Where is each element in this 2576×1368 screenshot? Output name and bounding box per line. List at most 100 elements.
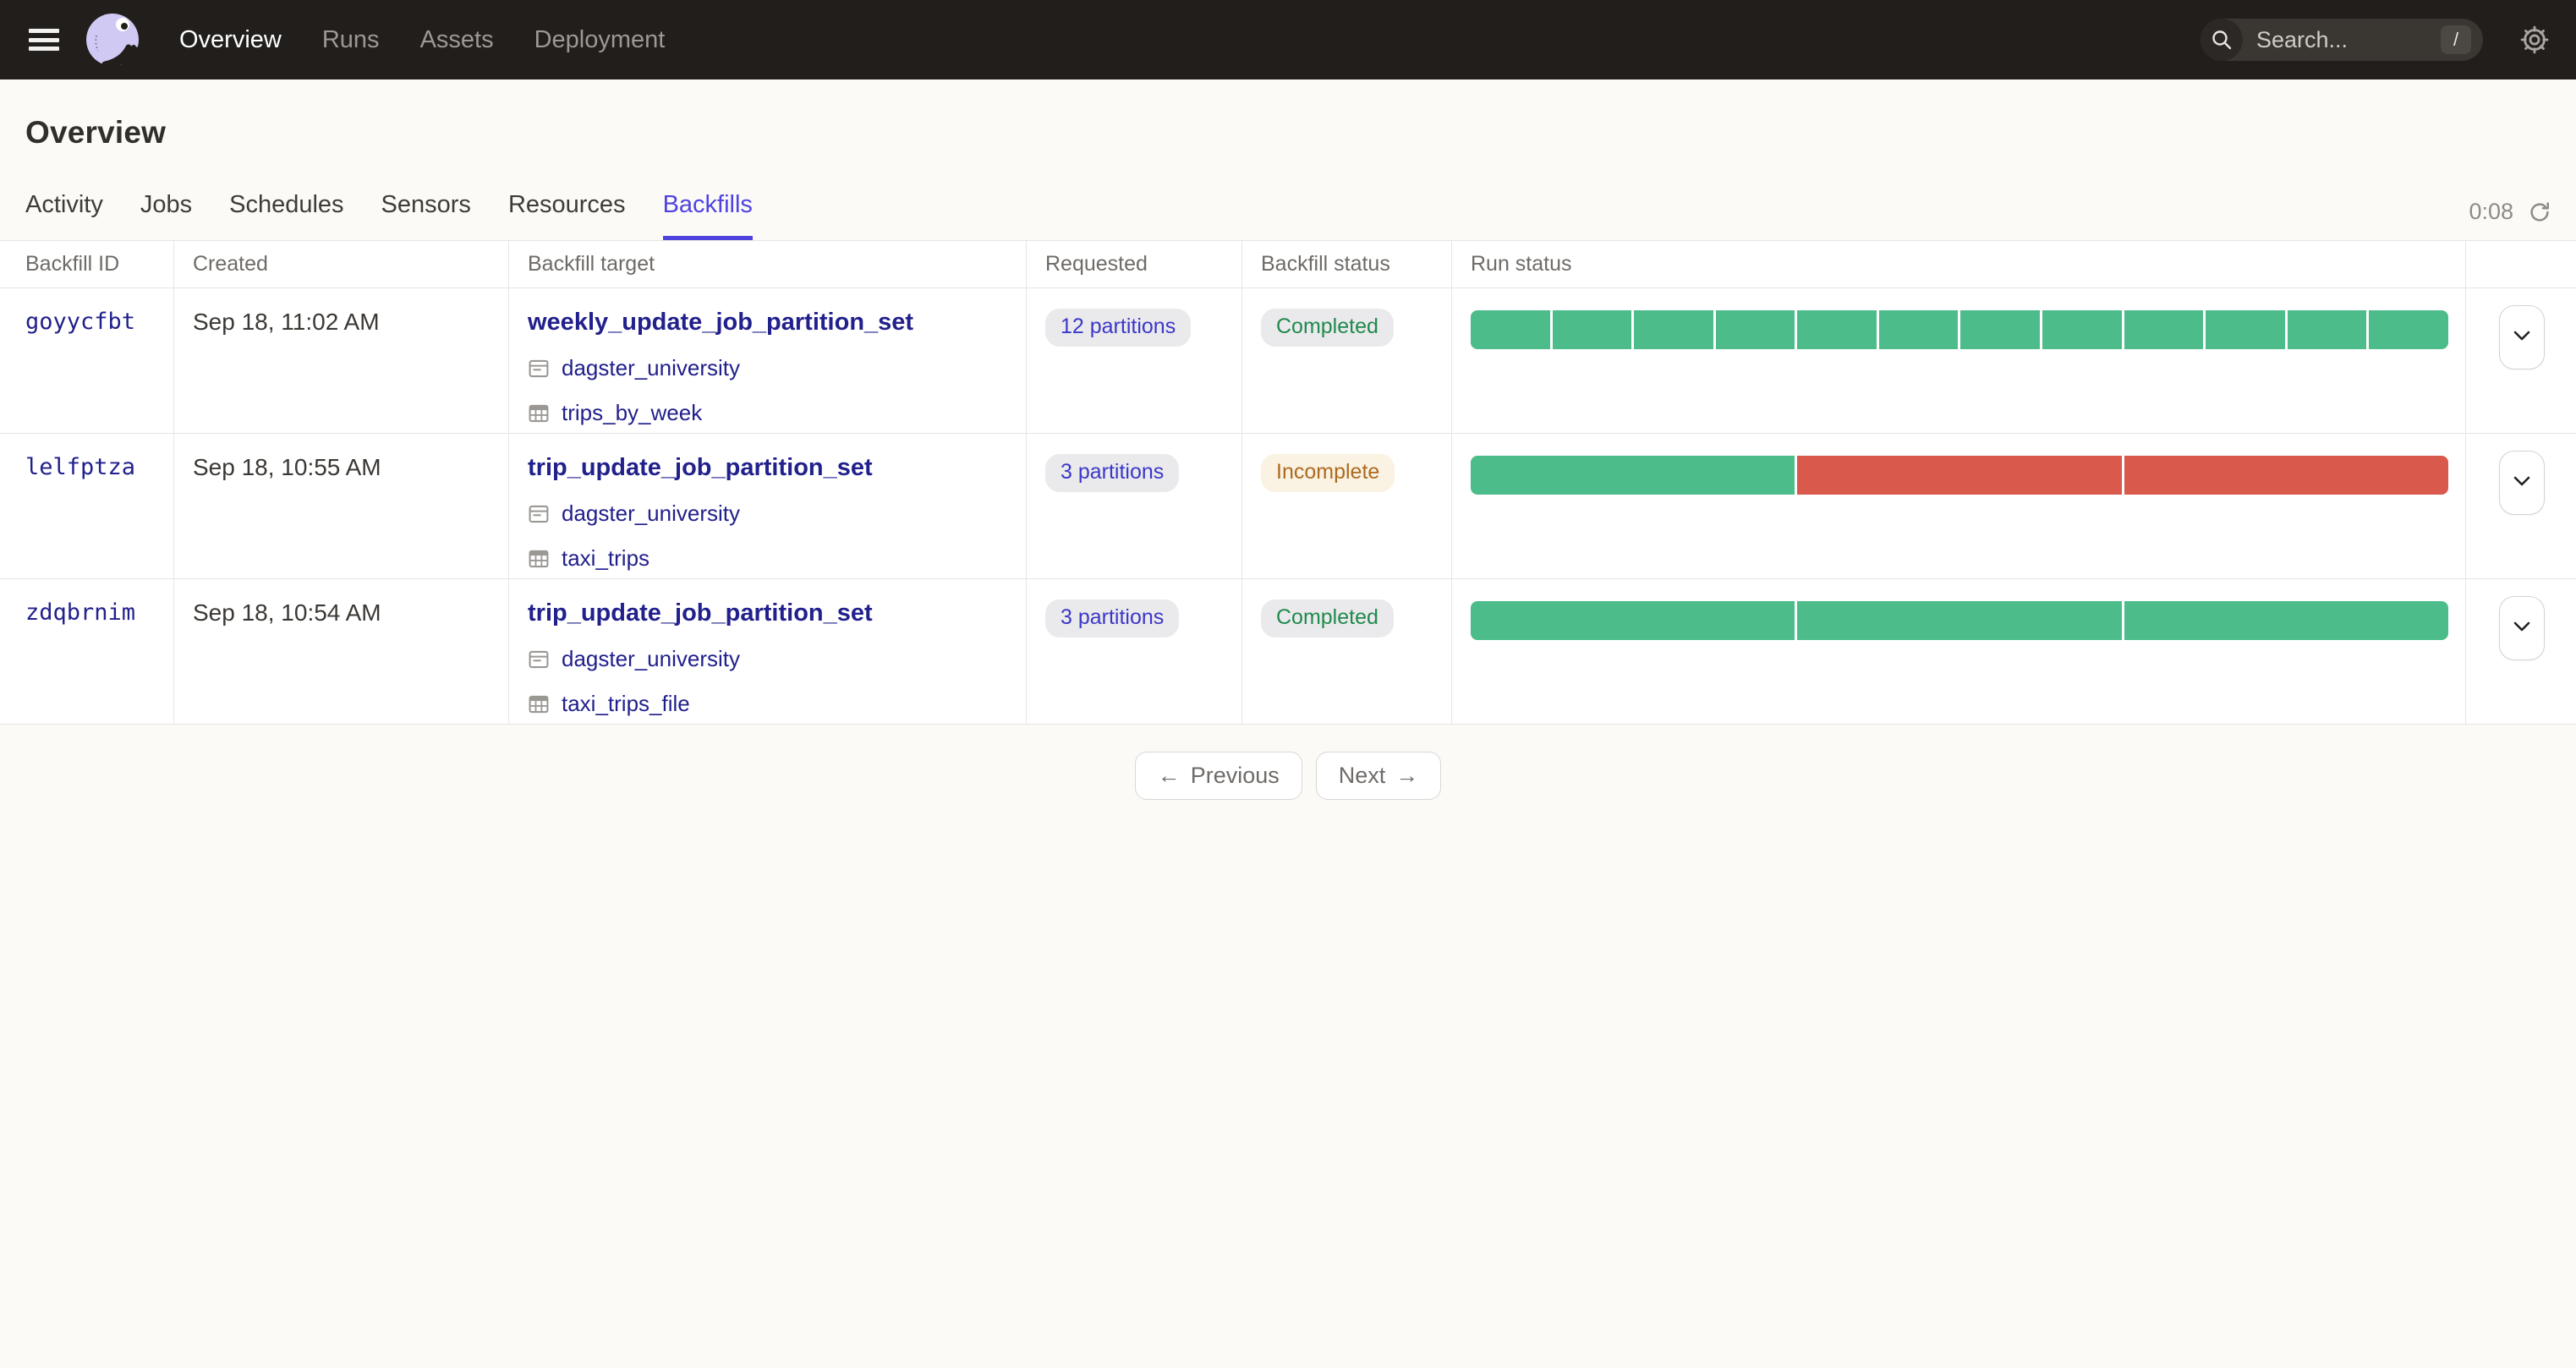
run-segment-success[interactable] (1471, 310, 1550, 349)
run-segment-success[interactable] (2206, 310, 2285, 349)
partition-set-link[interactable]: trip_update_job_partition_set (528, 599, 873, 627)
asset-table-icon (528, 693, 550, 715)
run-segment-success[interactable] (1878, 310, 1959, 349)
run-segment-success[interactable] (1797, 601, 2122, 640)
column-header-backfill-status: Backfill status (1242, 240, 1452, 288)
search-input[interactable] (2256, 26, 2409, 53)
backfill-id-link[interactable]: zdqbrnim (25, 599, 136, 626)
backfill-target-cell: trip_update_job_partition_set dagster_un… (509, 579, 1027, 725)
backfill-status-cell: Completed (1242, 288, 1452, 434)
tab-activity[interactable]: Activity (25, 191, 103, 218)
row-actions-cell (2466, 579, 2576, 725)
run-segment-success[interactable] (2042, 310, 2122, 349)
tab-jobs[interactable]: Jobs (140, 191, 193, 218)
code-location-icon (528, 503, 550, 525)
run-status-bar[interactable] (1471, 601, 2448, 640)
run-status-cell (1452, 434, 2466, 579)
nav-overview[interactable]: Overview (179, 25, 282, 53)
asset-table-icon (528, 402, 550, 424)
previous-page-button[interactable]: ← Previous (1134, 752, 1302, 800)
nav-assets[interactable]: Assets (419, 25, 494, 53)
row-expand-button[interactable] (2499, 305, 2545, 369)
run-segment-success[interactable] (2287, 310, 2367, 349)
code-location-link[interactable]: dagster_university (562, 646, 740, 671)
asset-link[interactable]: taxi_trips_file (562, 691, 690, 716)
backfill-id-cell: zdqbrnim (0, 579, 174, 725)
code-location-link[interactable]: dagster_university (562, 355, 740, 380)
created-cell: Sep 18, 10:54 AM (174, 579, 509, 725)
backfill-status-badge: Completed (1261, 599, 1394, 637)
created-cell: Sep 18, 10:55 AM (174, 434, 509, 579)
created-timestamp: Sep 18, 11:02 AM (193, 309, 380, 335)
tab-resources[interactable]: Resources (507, 191, 626, 218)
run-segment-success[interactable] (1471, 601, 1795, 640)
pagination: ← Previous Next → (0, 752, 2576, 800)
backfill-target-cell: weekly_update_job_partition_set dagster_… (509, 288, 1027, 434)
refresh-icon[interactable] (2527, 200, 2552, 225)
run-status-cell (1452, 288, 2466, 434)
menu-icon[interactable] (29, 29, 59, 51)
search-box[interactable]: / (2201, 19, 2483, 61)
partitions-count-badge: 12 partitions (1045, 309, 1192, 347)
primary-nav: Overview Runs Assets Deployment (179, 26, 665, 54)
dagster-logo-icon[interactable] (85, 12, 140, 68)
run-segment-success[interactable] (1634, 310, 1713, 349)
overview-tabs: Activity Jobs Schedules Sensors Resource… (25, 191, 2551, 240)
refresh-countdown: 0:08 (2469, 199, 2513, 224)
run-segment-success[interactable] (1960, 310, 2041, 349)
tab-sensors[interactable]: Sensors (381, 191, 471, 218)
run-segment-success[interactable] (1552, 310, 1632, 349)
run-segment-success[interactable] (1471, 456, 1795, 495)
top-navigation-bar: Overview Runs Assets Deployment / (0, 0, 2576, 79)
column-header-backfill-target: Backfill target (509, 240, 1027, 288)
created-timestamp: Sep 18, 10:55 AM (193, 454, 381, 480)
run-status-bar[interactable] (1471, 456, 2448, 495)
run-status-bar[interactable] (1471, 310, 2448, 349)
tab-backfills[interactable]: Backfills (662, 191, 753, 240)
requested-cell: 3 partitions (1027, 579, 1242, 725)
backfill-status-cell: Incomplete (1242, 434, 1452, 579)
run-segment-failure[interactable] (1797, 456, 2122, 495)
partition-set-link[interactable]: trip_update_job_partition_set (528, 454, 873, 481)
settings-gear-icon[interactable] (2518, 24, 2551, 56)
run-segment-success[interactable] (2369, 310, 2448, 349)
partitions-count-badge: 3 partitions (1045, 599, 1180, 637)
row-actions-cell (2466, 434, 2576, 579)
nav-deployment[interactable]: Deployment (534, 25, 666, 53)
backfill-status-badge: Completed (1261, 309, 1394, 347)
column-header-run-status: Run status (1452, 240, 2466, 288)
code-location-link[interactable]: dagster_university (562, 501, 740, 526)
asset-link[interactable]: trips_by_week (562, 400, 703, 425)
chevron-down-icon (2513, 621, 2531, 637)
run-segment-success[interactable] (1797, 310, 1877, 349)
run-segment-success[interactable] (1715, 310, 1795, 349)
arrow-right-icon: → (1395, 763, 1419, 788)
created-cell: Sep 18, 11:02 AM (174, 288, 509, 434)
column-header-requested: Requested (1027, 240, 1242, 288)
run-segment-success[interactable] (2124, 601, 2448, 640)
column-header-actions (2466, 240, 2576, 288)
backfill-id-cell: goyycfbt (0, 288, 174, 434)
row-expand-button[interactable] (2499, 451, 2545, 515)
row-expand-button[interactable] (2499, 596, 2545, 660)
backfills-table: Backfill ID Created Backfill target Requ… (0, 240, 2576, 725)
row-actions-cell (2466, 288, 2576, 434)
run-status-cell (1452, 579, 2466, 725)
run-segment-failure[interactable] (2124, 456, 2448, 495)
run-segment-success[interactable] (2124, 310, 2204, 349)
backfill-id-link[interactable]: goyycfbt (25, 309, 136, 335)
backfill-id-link[interactable]: lelfptza (25, 454, 136, 480)
chevron-down-icon (2513, 330, 2531, 346)
requested-cell: 12 partitions (1027, 288, 1242, 434)
column-header-backfill-id: Backfill ID (0, 240, 174, 288)
partition-set-link[interactable]: weekly_update_job_partition_set (528, 309, 914, 336)
search-shortcut-key: / (2441, 25, 2471, 54)
backfill-status-badge: Incomplete (1261, 454, 1395, 492)
tab-schedules[interactable]: Schedules (229, 191, 344, 218)
nav-runs[interactable]: Runs (321, 25, 380, 53)
chevron-down-icon (2513, 475, 2531, 491)
backfill-status-cell: Completed (1242, 579, 1452, 725)
asset-link[interactable]: taxi_trips (562, 545, 650, 571)
next-page-button[interactable]: Next → (1315, 752, 1442, 800)
asset-table-icon (528, 548, 550, 570)
